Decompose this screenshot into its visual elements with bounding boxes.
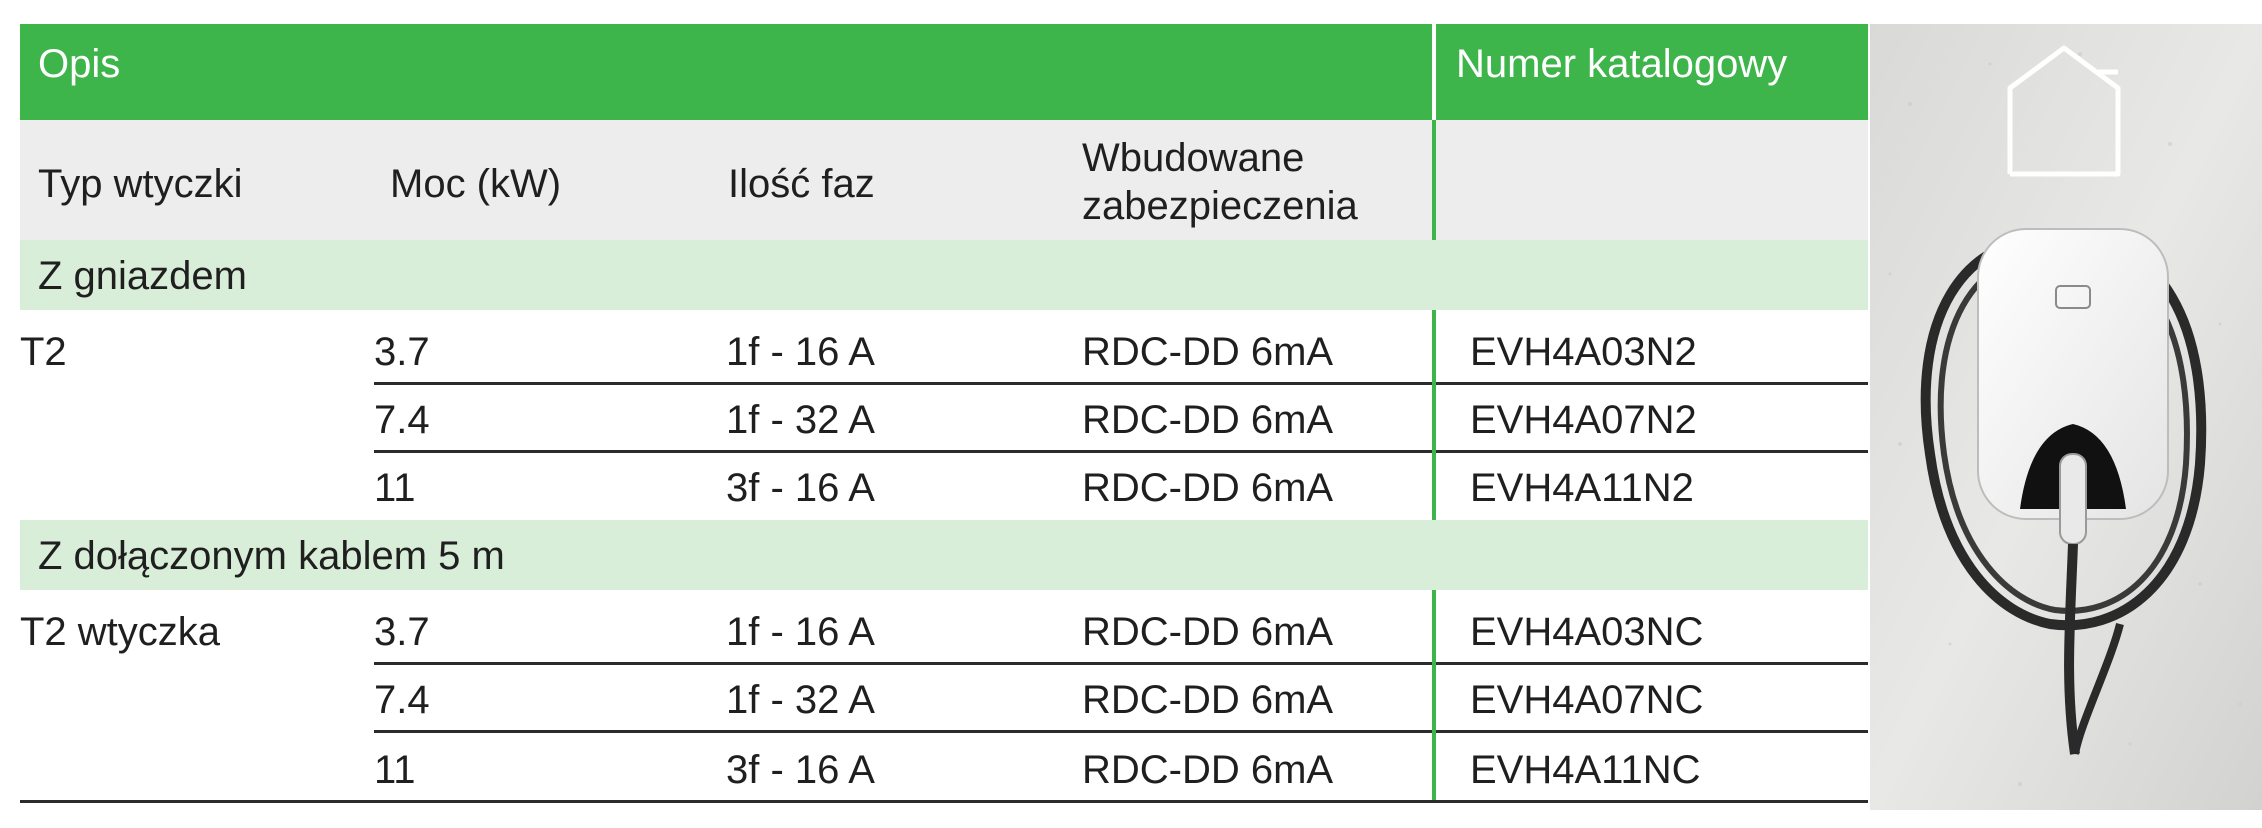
protection-value: RDC-DD 6mA <box>1082 748 1334 792</box>
protection-value: RDC-DD 6mA <box>1082 678 1334 722</box>
catalog-number: EVH4A11N2 <box>1470 466 1694 510</box>
phases-value: 1f - 16 A <box>726 610 875 654</box>
catalog-column-divider <box>1432 590 1436 800</box>
protection-value: RDC-DD 6mA <box>1082 466 1334 510</box>
protection-value: RDC-DD 6mA <box>1082 330 1334 374</box>
column-phases: Ilość faz <box>728 162 875 206</box>
ev-charger-image <box>1870 24 2262 810</box>
protection-value: RDC-DD 6mA <box>1082 610 1334 654</box>
section-header-cable: Z dołączonym kablem 5 m <box>20 520 1868 590</box>
section-header-socket: Z gniazdem <box>20 240 1868 310</box>
catalog-number: EVH4A11NC <box>1470 748 1701 792</box>
catalog-number: EVH4A03NC <box>1470 610 1704 654</box>
row-divider <box>374 662 1868 665</box>
header-catalog-number: Numer katalogowy <box>1456 42 1788 86</box>
catalog-column-divider <box>1432 310 1436 520</box>
catalog-number: EVH4A03N2 <box>1470 330 1697 374</box>
power-value: 3.7 <box>374 610 430 654</box>
section-title: Z gniazdem <box>38 254 247 298</box>
row-divider <box>374 450 1868 453</box>
column-header-row: Typ wtyczki Moc (kW) Ilość faz Wbudowane… <box>20 120 1868 240</box>
row-divider <box>374 382 1868 385</box>
column-protection: Wbudowane zabezpieczenia <box>1082 136 1358 228</box>
catalog-number: EVH4A07N2 <box>1470 398 1697 442</box>
column-plug-type: Typ wtyczki <box>38 162 243 206</box>
power-value: 7.4 <box>374 398 430 442</box>
power-value: 11 <box>374 466 416 510</box>
row-divider <box>374 730 1868 733</box>
plug-type: T2 <box>20 330 67 374</box>
phases-value: 1f - 32 A <box>726 678 875 722</box>
catalog-number: EVH4A07NC <box>1470 678 1704 722</box>
header-divider <box>1432 24 1436 120</box>
table-bottom-rule <box>20 800 1868 803</box>
phases-value: 3f - 16 A <box>726 466 875 510</box>
power-value: 3.7 <box>374 330 430 374</box>
header-description: Opis <box>38 42 121 86</box>
phases-value: 3f - 16 A <box>726 748 875 792</box>
column-power: Moc (kW) <box>390 162 562 206</box>
table-header: Opis Numer katalogowy <box>20 24 1868 120</box>
home-icon <box>2007 45 2121 177</box>
phases-value: 1f - 16 A <box>726 330 875 374</box>
plug-type: T2 wtyczka <box>20 610 221 654</box>
phases-value: 1f - 32 A <box>726 398 875 442</box>
power-value: 7.4 <box>374 678 430 722</box>
section-title: Z dołączonym kablem 5 m <box>38 534 505 578</box>
column-divider <box>1432 120 1436 240</box>
power-value: 11 <box>374 748 416 792</box>
protection-value: RDC-DD 6mA <box>1082 398 1334 442</box>
